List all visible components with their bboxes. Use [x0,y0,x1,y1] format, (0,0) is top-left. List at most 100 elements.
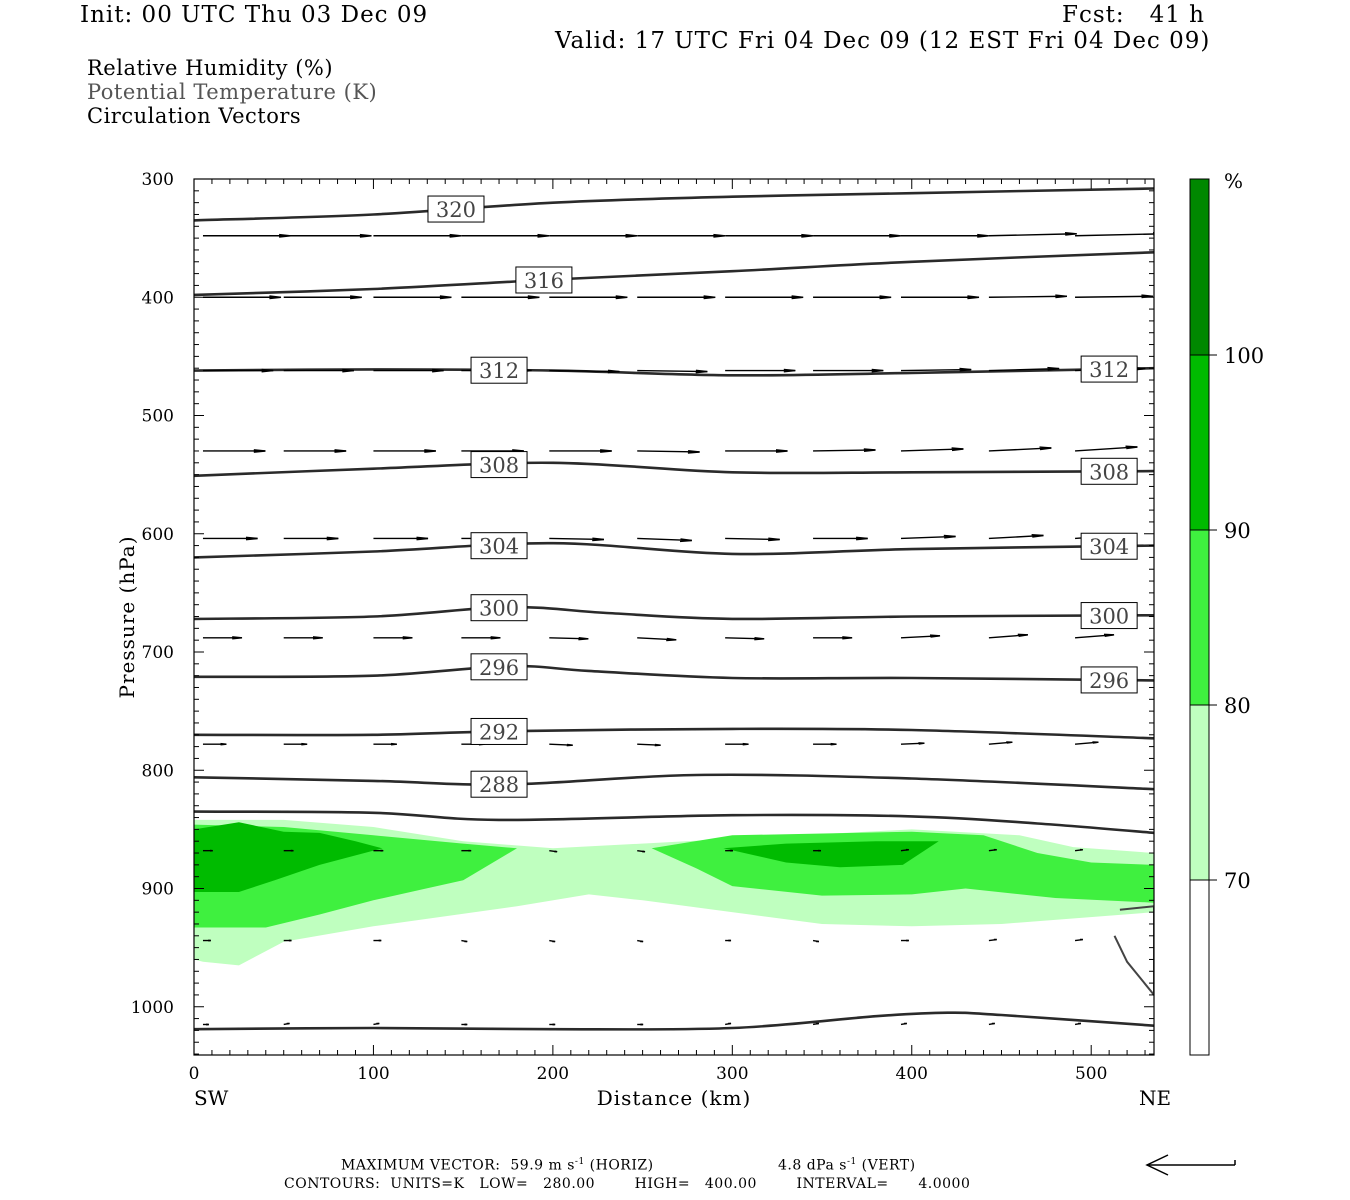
theta-label-box-308 [470,451,528,479]
vector-shaft [1153,850,1154,852]
vector-shaft [900,535,956,540]
vector-head [625,233,638,238]
theta-label-box-304 [1080,532,1138,560]
vector-head [537,233,550,238]
vector-head [816,1022,820,1025]
vector-head [1172,744,1178,745]
vector-head [301,742,308,746]
vector-shaft [1153,940,1154,942]
theta-label-304: 304 [479,535,519,559]
vector-head [402,636,413,640]
vector-head [449,233,462,238]
vector-head [312,636,323,640]
theta-label-312: 312 [1089,358,1129,382]
vector-head [326,536,339,541]
vector-head [918,742,925,745]
vector-head [439,295,452,300]
theta-contour-labels: 320 316 312 312 308 308 304 304 300 300 296 296 292 2… [427,195,1138,798]
colorbar-segment [1189,178,1210,356]
max-vector-horiz-value: MAXIMUM VECTOR: 59.9 m s [341,1157,575,1174]
x-tick-label-200: 200 [537,1064,569,1084]
vector-head [1039,446,1052,451]
max-vector-vert-tag: (VERT) [856,1157,916,1174]
theta-label-288: 288 [479,773,519,797]
vector-head [830,742,837,746]
vector-head [791,295,804,300]
vector-head [1159,941,1162,942]
vector-head [359,233,372,238]
x-axis-title: Distance (km) [597,1086,752,1110]
vector-shaft [900,368,972,372]
y-tick-label-800: 800 [142,761,174,781]
max-vector-line: MAXIMUM VECTOR: 59.9 m s-1 (HORIZ) [341,1157,654,1174]
vector-head [730,849,733,852]
colorbar-segment [1189,879,1210,1056]
vector-head [905,848,909,851]
vector-head [991,1022,995,1025]
vector-head [350,295,362,300]
vector-head [1006,741,1013,744]
rh-shading [194,819,1154,966]
colorbar-label-80: 80 [1224,694,1251,718]
vector-head [889,233,901,238]
vector-head [206,1023,209,1026]
vector-head [334,449,347,453]
vector-head [863,448,876,452]
vector-head [424,449,436,453]
vector-head [977,233,989,238]
theta-label-292: 292 [479,720,519,744]
forecast-hour: Fcst: 41 h [1062,2,1205,28]
vector-head [464,940,468,943]
vector-head [1079,848,1083,851]
vector-head [1047,366,1060,371]
vector-head [728,939,732,942]
max-vector-horiz-exponent: -1 [574,1157,585,1167]
theta-contour-284 [194,810,1154,835]
vector-shaft [1075,233,1154,237]
theta-contour-308 [194,461,1154,478]
y-tick-label-400: 400 [142,288,174,308]
vector-head [943,534,956,539]
theta-label-box-292 [470,717,528,745]
theta-label-box-300 [470,594,528,622]
vector-head [600,449,612,453]
vector-head [380,849,384,852]
theta-label-308: 308 [1089,460,1129,484]
vector-head [871,368,884,373]
theta-label-316: 316 [524,269,564,293]
theta-contour-320 [194,187,1154,222]
vector-head [468,849,472,852]
theta-label-box-320 [427,195,485,223]
vector-head [1103,633,1115,637]
contour-info-line: CONTOURS: UNITS=K LOW= 280.00 HIGH= 400.… [284,1176,971,1192]
vector-shaft [549,537,604,541]
theta-contour-292 [194,727,1154,740]
legend-circulation-vectors: Circulation Vectors [87,104,302,128]
max-vector-vert-exponent: -1 [846,1157,857,1167]
colorbar-segment [1189,354,1210,531]
theta-contour-280 [194,1011,1154,1031]
rh-contour-edge [1113,905,1154,997]
theta-label-box-312 [470,356,528,384]
vector-head [728,1022,732,1025]
theta-label-304: 304 [1089,535,1129,559]
vector-head [578,637,589,641]
vector-shaft [1153,1023,1154,1025]
vector-head [416,536,429,541]
vector-head [842,636,853,640]
vector-head [666,637,677,642]
colorbar-unit: % [1224,169,1243,193]
theta-contours [194,187,1154,1031]
x-tick-label-500: 500 [1075,1064,1107,1084]
vector-shaft [988,295,1067,298]
vector-head [640,940,644,943]
theta-contour-288 [194,773,1154,791]
y-tick-label-900: 900 [142,880,174,900]
vector-head [592,537,604,542]
max-vector-vert: 4.8 dPa s-1 (VERT) [778,1157,916,1174]
rh-region-90-3 [194,822,383,892]
max-vector-vert-value: 4.8 dPa s [778,1157,847,1174]
y-tick-label-600: 600 [142,525,174,545]
vector-head [695,369,708,374]
